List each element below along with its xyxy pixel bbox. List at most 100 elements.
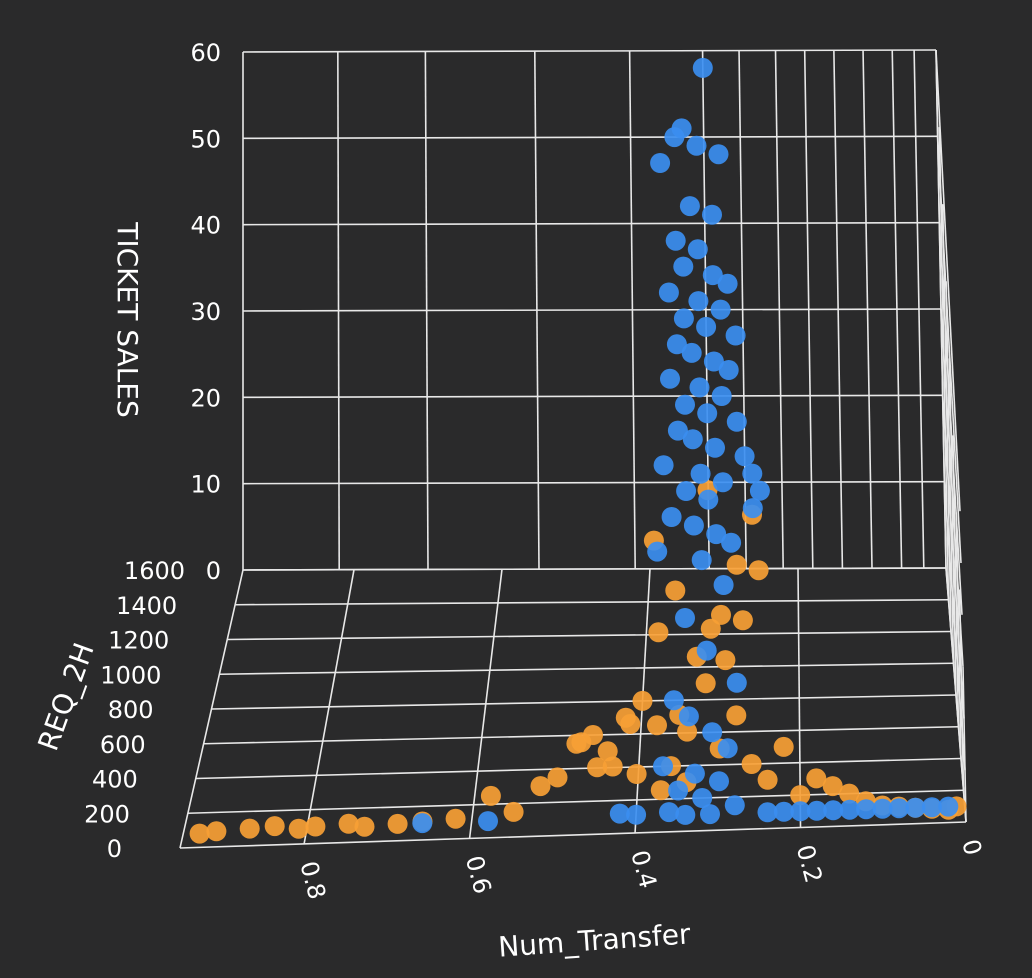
floor-grid-line-req (227, 630, 952, 641)
data-point-orange (387, 813, 408, 834)
x-tick-label: 0.6 (460, 853, 497, 897)
x-axis-title: Num_Transfer (497, 917, 692, 963)
back-wall-grid-line-x (862, 50, 873, 569)
y-tick-label: 400 (92, 766, 138, 794)
back-wall-grid-line-z (242, 394, 943, 399)
data-point-blue (684, 763, 705, 784)
data-point-blue (682, 429, 703, 450)
z-tick-label: 50 (190, 125, 221, 153)
data-point-blue (665, 230, 686, 251)
data-point-orange (354, 816, 375, 837)
data-point-blue (667, 420, 688, 441)
data-point-blue (705, 437, 725, 458)
data-point-blue (726, 672, 747, 693)
data-point-blue (412, 813, 433, 834)
data-point-blue (921, 797, 942, 818)
back-wall-grid-line-x (628, 50, 636, 569)
data-point-orange (288, 818, 309, 839)
side-wall-grid-line-req (941, 204, 952, 632)
data-point-blue (658, 282, 679, 303)
data-point-orange (445, 808, 466, 829)
data-point-blue (696, 316, 717, 337)
data-point-blue (718, 360, 739, 380)
data-point-blue (734, 446, 755, 467)
floor-grid-line-x (179, 569, 244, 849)
y-tick-label: 0 (107, 835, 122, 863)
data-point-orange (790, 785, 811, 806)
data-point-blue (806, 800, 827, 821)
side-wall-grid-line-req (945, 281, 955, 664)
data-point-blue (706, 524, 727, 545)
data-point-blue (709, 771, 729, 792)
data-point-blue (678, 706, 699, 727)
data-point-blue (905, 797, 926, 818)
side-wall-grid-line-z (935, 49, 961, 512)
data-point-blue (742, 463, 763, 484)
data-point-orange (822, 776, 843, 797)
data-point-blue (661, 507, 682, 527)
data-point-blue (687, 239, 708, 260)
floor-grid-line-x (468, 569, 503, 839)
y-tick-label: 1000 (100, 661, 161, 689)
side-wall-grid-line-req (935, 49, 947, 569)
floor-grid-line-x (303, 569, 355, 845)
points-layer (189, 57, 967, 844)
floor-grid-line-req (179, 821, 967, 849)
data-point-blue (653, 756, 673, 777)
data-point-blue (692, 57, 713, 78)
data-point-orange (503, 801, 524, 822)
data-point-blue (726, 411, 747, 432)
z-tick-label: 0 (206, 557, 221, 585)
data-point-blue (703, 351, 724, 372)
x-tick-label: 0.4 (625, 847, 662, 891)
y-tick-label: 800 (108, 696, 154, 724)
data-point-blue (696, 640, 717, 661)
data-point-orange (726, 554, 747, 575)
floor-grid-line-req (219, 662, 954, 676)
y-tick-label: 200 (84, 800, 130, 828)
y-tick-label: 1600 (124, 557, 185, 585)
data-point-orange (757, 769, 778, 790)
data-point-orange (305, 816, 326, 837)
back-wall-grid-line-x (533, 51, 540, 570)
data-point-orange (748, 560, 769, 581)
data-point-blue (690, 463, 711, 484)
data-point-blue (839, 799, 860, 820)
data-point-blue (650, 153, 671, 173)
data-point-blue (700, 804, 720, 825)
data-point-orange (711, 604, 731, 625)
data-point-orange (773, 736, 794, 757)
data-point-blue (713, 575, 734, 595)
data-point-blue (681, 342, 702, 363)
back-wall-grid-line-z (242, 480, 945, 485)
back-wall-grid-line-x (891, 50, 903, 569)
data-point-blue (691, 550, 712, 571)
data-point-blue (679, 196, 700, 217)
side-wall-grid-line-req (938, 127, 950, 600)
back-wall-grid-line-x (833, 50, 844, 569)
data-point-blue (757, 802, 778, 823)
back-wall-grid-line-x (337, 51, 341, 570)
side-wall-grid-line-req (948, 358, 957, 696)
data-point-blue (673, 256, 694, 277)
back-wall-grid-line-x (424, 51, 429, 570)
data-point-blue (676, 481, 697, 501)
back-wall-grid-line-x (738, 50, 747, 569)
z-tick-label: 30 (190, 298, 221, 326)
grid-layer (179, 49, 967, 849)
data-point-blue (663, 690, 684, 711)
data-point-orange (665, 580, 686, 601)
data-point-blue (697, 403, 718, 424)
data-point-blue (702, 265, 723, 286)
x-tick-label: 0.2 (791, 842, 828, 886)
y-tick-label: 1400 (116, 592, 177, 620)
data-point-blue (647, 541, 668, 562)
z-tick-label: 60 (190, 39, 221, 67)
side-wall-grid-line-req (962, 666, 967, 823)
z-tick-label: 20 (190, 384, 221, 412)
data-point-blue (702, 722, 723, 743)
data-point-blue (664, 127, 685, 148)
data-point-blue (675, 804, 696, 825)
